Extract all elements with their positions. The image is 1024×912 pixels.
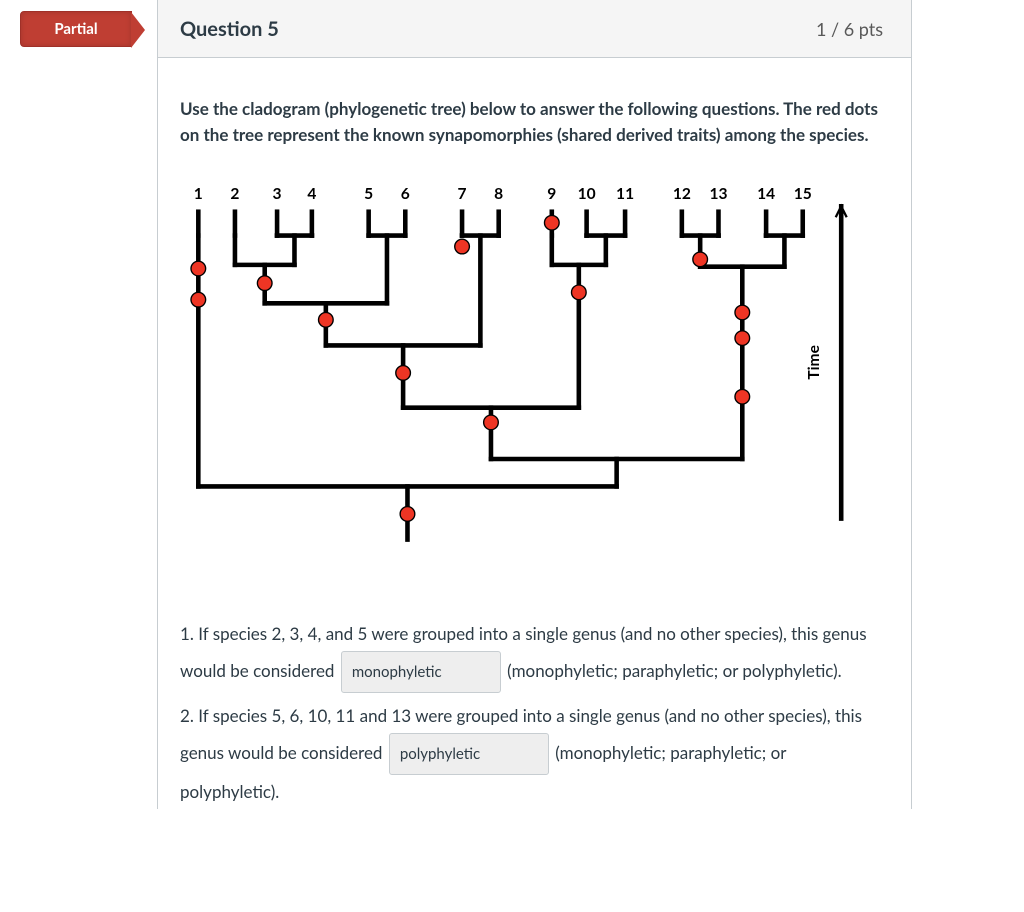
grade-badge: Partial: [20, 11, 132, 47]
sub-question-2: 2. If species 5, 6, 10, 11 and 13 were g…: [180, 699, 889, 809]
svg-text:4: 4: [307, 185, 316, 203]
sub-question-1: 1. If species 2, 3, 4, and 5 were groupe…: [180, 617, 889, 693]
cladogram-diagram: 123456789101112131415Time: [180, 167, 876, 577]
sub-questions: 1. If species 2, 3, 4, and 5 were groupe…: [180, 617, 889, 809]
question-points: 1 / 6 pts: [816, 18, 883, 40]
svg-text:9: 9: [547, 185, 556, 203]
svg-text:11: 11: [616, 185, 634, 203]
question-header: Partial Question 5 1 / 6 pts: [0, 0, 1024, 58]
question-body: Use the cladogram (phylogenetic tree) be…: [157, 58, 912, 809]
svg-text:8: 8: [494, 185, 503, 203]
svg-text:7: 7: [458, 185, 467, 203]
svg-text:5: 5: [364, 185, 373, 203]
quiz-question-page: Partial Question 5 1 / 6 pts Use the cla…: [0, 0, 1024, 809]
svg-text:6: 6: [401, 185, 410, 203]
svg-text:10: 10: [578, 185, 596, 203]
svg-text:1: 1: [194, 185, 203, 203]
svg-text:2: 2: [230, 185, 239, 203]
q2-answer[interactable]: polyphyletic: [389, 733, 549, 775]
svg-text:15: 15: [794, 185, 812, 203]
svg-text:Time: Time: [805, 345, 823, 380]
question-title: Question 5: [180, 17, 279, 41]
q1-number: 1.: [180, 623, 194, 644]
svg-text:3: 3: [273, 185, 282, 203]
q1-answer[interactable]: monophyletic: [341, 651, 501, 693]
svg-text:12: 12: [673, 185, 691, 203]
question-title-bar: Question 5 1 / 6 pts: [157, 0, 912, 58]
svg-text:14: 14: [757, 185, 775, 203]
q1-text-post: (monophyletic; paraphyletic; or polyphyl…: [507, 660, 842, 681]
svg-text:13: 13: [709, 185, 727, 203]
question-prompt: Use the cladogram (phylogenetic tree) be…: [180, 96, 889, 149]
q2-number: 2.: [180, 705, 194, 726]
